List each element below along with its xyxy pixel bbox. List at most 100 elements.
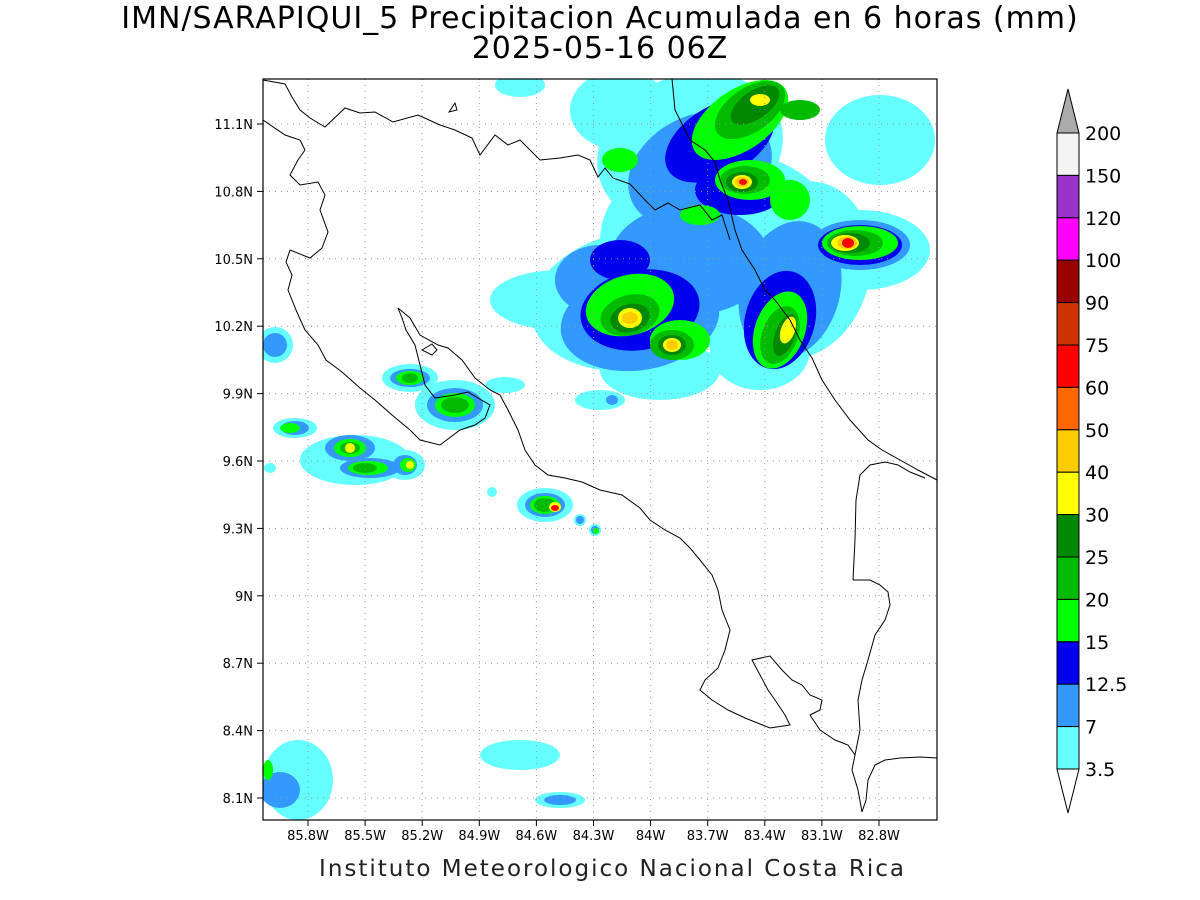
precipitation-field (263, 79, 935, 820)
lon-label: 83.4W (744, 829, 786, 844)
precip-cell (485, 377, 525, 393)
colorbar-label: 3.5 (1085, 759, 1115, 781)
colorbar-label: 20 (1085, 589, 1109, 611)
pacific-coast (263, 119, 937, 813)
precip-cell (576, 516, 584, 524)
lon-label: 84W (636, 829, 666, 844)
lat-label: 9.3N (223, 522, 253, 537)
lat-label: 8.4N (223, 725, 253, 740)
colorbar-box (1056, 302, 1080, 346)
panama-border-south (853, 579, 891, 756)
lon-label: 85.8W (287, 829, 329, 844)
lon-label: 85.5W (344, 829, 386, 844)
lat-label: 8.7N (223, 657, 253, 672)
lon-label: 83.7W (687, 829, 729, 844)
precip-cell (487, 487, 497, 497)
coastlines-borders (263, 79, 937, 813)
precip-cell (441, 397, 469, 413)
colorbar-label: 120 (1085, 208, 1121, 230)
colorbar-label: 90 (1085, 293, 1109, 315)
map-gridlines (257, 79, 937, 826)
precip-cell (345, 443, 355, 453)
colorbar-box (1056, 683, 1080, 728)
precip-cell (263, 772, 300, 808)
island-outline (447, 101, 458, 113)
precip-cell (602, 148, 638, 172)
lake-outline (420, 343, 438, 356)
colorbar-label: 150 (1085, 165, 1121, 187)
precip-cell (570, 79, 670, 150)
lat-label: 10.5N (214, 253, 253, 268)
lat-label: 8.1N (223, 792, 253, 807)
precip-cell (593, 528, 599, 534)
colorbar-label: 50 (1085, 420, 1109, 442)
colorbar-box (1056, 132, 1080, 176)
colorbar-label: 40 (1085, 462, 1109, 484)
lon-label: 85.2W (401, 829, 443, 844)
latitude-labels: 11.1N 10.8N 10.5N 10.2N 9.9N 9.6N 9.3N 9N 8.7N 8.… (214, 118, 253, 807)
colorbar-box (1056, 429, 1080, 473)
footer-institution: Instituto Meteorologico Nacional Costa R… (319, 856, 906, 882)
precip-cell (780, 100, 820, 120)
precip-cell (666, 340, 678, 350)
precip-cell (842, 238, 854, 248)
lon-label: 84.9W (458, 829, 500, 844)
colorbar-bottom-arrow (1056, 768, 1080, 814)
colorbar-top-arrow (1056, 88, 1080, 134)
longitude-labels: 85.8W 85.5W 85.2W 84.9W 84.6W 84.3W 84W 83.7W 83… (287, 829, 900, 844)
colorbar-box (1056, 556, 1080, 600)
lon-label: 82.8W (858, 829, 900, 844)
lat-label: 9.9N (223, 388, 253, 403)
precip-cell (263, 760, 273, 780)
precip-cell (739, 179, 747, 185)
colorbar-label: 75 (1085, 335, 1109, 357)
precip-cell (495, 79, 545, 97)
colorbar-box (1056, 514, 1080, 558)
colorbar-box (1056, 386, 1080, 431)
lat-label: 11.1N (214, 118, 253, 133)
colorbar-label: 30 (1085, 505, 1109, 527)
nicaragua-costa-rica-border (671, 79, 937, 481)
precip-cell (263, 333, 287, 357)
precip-cell (402, 373, 418, 383)
precip-cell (622, 312, 638, 324)
precip-cell (590, 240, 650, 280)
precip-cell (264, 463, 276, 473)
map-subtitle-date: 2025-05-16 06Z (471, 31, 729, 66)
colorbar-label: 60 (1085, 377, 1109, 399)
colorbar-label: 25 (1085, 547, 1109, 569)
precip-cell (406, 461, 414, 469)
precip-cell (480, 740, 560, 770)
lon-label: 84.6W (515, 829, 557, 844)
colorbar-legend: 200 150 120 100 90 75 60 50 40 30 25 20 15 12.5 7 3.5 (1056, 88, 1127, 814)
precip-cell (606, 395, 618, 405)
colorbar-box (1056, 598, 1080, 643)
lat-label: 10.2N (214, 320, 253, 335)
panama-border (852, 461, 926, 581)
colorbar-label: 200 (1085, 123, 1121, 145)
colorbar-box (1056, 259, 1080, 304)
colorbar-label: 12.5 (1085, 674, 1127, 696)
colorbar-label: 100 (1085, 250, 1121, 272)
colorbar-label: 15 (1085, 632, 1109, 654)
precip-cell (353, 463, 377, 473)
lat-label: 9.6N (223, 455, 253, 470)
lon-label: 84.3W (573, 829, 615, 844)
precip-cell (551, 505, 559, 511)
colorbar-box (1056, 471, 1080, 516)
precip-cell (825, 95, 935, 185)
nicaragua-coast-north (263, 79, 731, 241)
colorbar-box (1056, 217, 1080, 261)
map-frame (262, 78, 938, 821)
colorbar-box (1056, 641, 1080, 685)
colorbar-box (1056, 174, 1080, 219)
lon-label: 83.1W (801, 829, 843, 844)
precip-cell (680, 205, 720, 225)
precip-cell (544, 795, 576, 805)
colorbar-label: 7 (1085, 717, 1097, 739)
precip-cell (280, 423, 300, 433)
lat-label: 10.8N (214, 185, 253, 200)
map-title: IMN/SARAPIQUI_5 Precipitacion Acumulada … (121, 1, 1079, 36)
colorbar-box (1056, 344, 1080, 388)
